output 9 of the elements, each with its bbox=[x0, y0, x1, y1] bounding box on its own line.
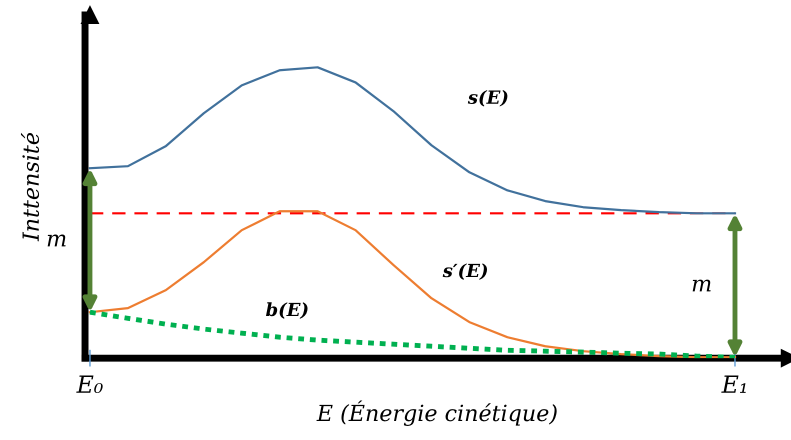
x-axis-title: E (Énergie cinétique) bbox=[316, 400, 557, 426]
series-label: b(E) bbox=[266, 302, 308, 319]
y-axis-title: Inttensité bbox=[20, 132, 40, 242]
text: m bbox=[48, 234, 66, 246]
text: s(E) bbox=[468, 90, 508, 107]
series-label: s′(E) bbox=[442, 263, 487, 280]
annotation: m bbox=[692, 280, 711, 292]
x-tick-label: E₁ bbox=[721, 376, 746, 393]
x-tick-label: E₀ bbox=[76, 376, 103, 394]
